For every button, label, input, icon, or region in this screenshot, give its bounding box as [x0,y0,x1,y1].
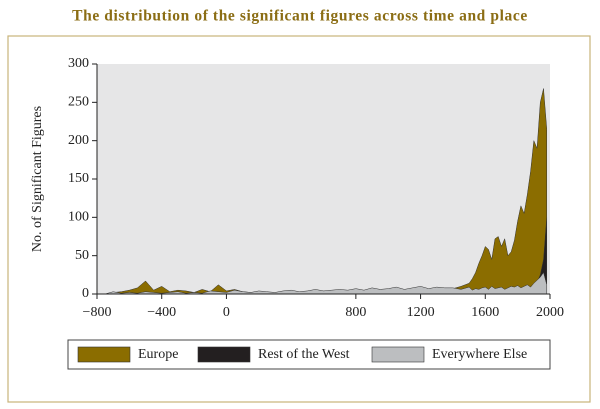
y-tick-label: 300 [68,56,89,71]
x-tick-label: −800 [83,305,112,320]
chart-frame [7,35,591,403]
x-tick-label: 1200 [407,305,435,320]
x-tick-label: −400 [147,305,176,320]
chart-title: The distribution of the significant figu… [72,8,528,25]
legend-label: Rest of the West [258,347,350,362]
legend-swatch [197,346,251,363]
y-tick-label: 0 [82,286,89,301]
x-tick-label: 2000 [536,305,564,320]
y-tick-label: 150 [68,171,89,186]
legend [67,339,551,370]
x-tick-label: 1600 [471,305,499,320]
y-axis-label: No. of Significant Figures [30,106,45,252]
plot-area [97,64,550,294]
legend-label: Everywhere Else [432,347,527,362]
area [96,272,548,295]
x-tick-label: 0 [223,305,230,320]
y-tick-label: 200 [68,133,89,148]
y-tick-label: 50 [75,248,89,263]
y-tick-label: 250 [68,95,89,110]
x-tick-label: 800 [345,305,366,320]
y-tick-label: 100 [68,210,89,225]
legend-swatch [77,346,131,363]
legend-label: Europe [138,347,178,362]
legend-swatch [371,346,425,363]
